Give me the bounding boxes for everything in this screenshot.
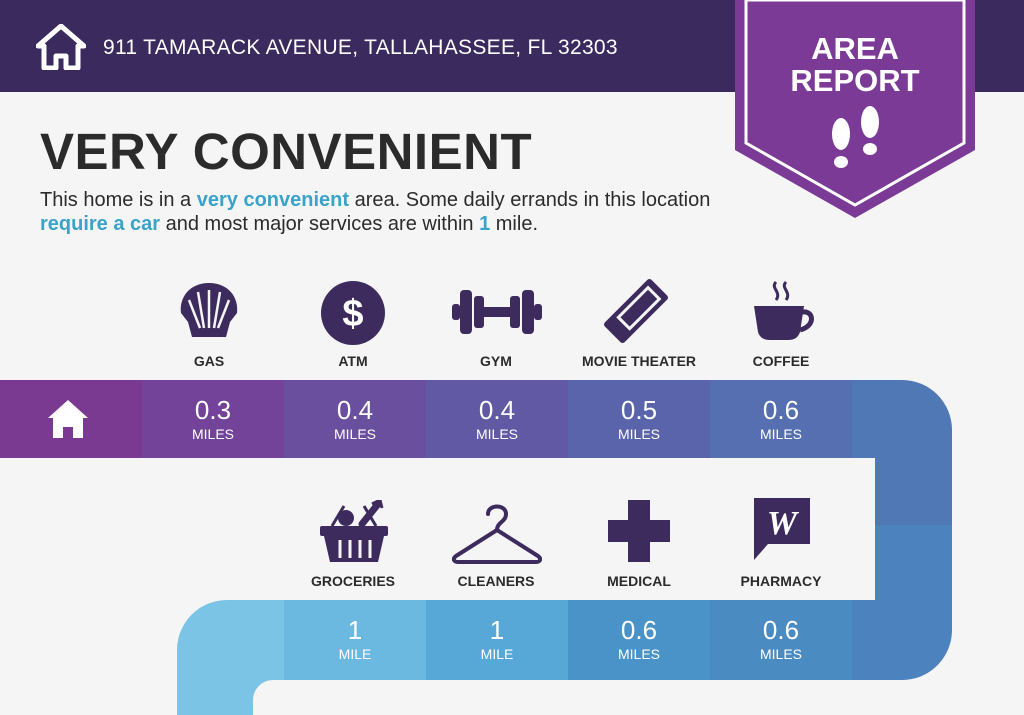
amenity-label-atm: ATM	[338, 353, 368, 369]
distance-unit: MILES	[617, 646, 660, 662]
summary-text-part: mile.	[490, 213, 539, 235]
home-icon	[36, 24, 86, 70]
distance-value: 0.3	[194, 395, 232, 425]
summary-text-part: and most major services are within	[160, 213, 480, 235]
distance-medical: 0.6 MILES	[568, 616, 710, 662]
route-curve	[177, 600, 284, 715]
route-segment	[284, 600, 426, 680]
route-segment	[710, 380, 852, 458]
route-segment	[142, 380, 284, 458]
atm-dollar-icon: $	[321, 281, 385, 345]
badge-line-1: AREA	[811, 31, 899, 66]
distance-value: 0.5	[620, 395, 658, 425]
footprints-icon	[832, 106, 879, 168]
amenity-label-groceries: GROCERIES	[310, 573, 395, 589]
route-segment	[426, 380, 568, 458]
amenity-label-gas: GAS	[193, 353, 225, 369]
distance-value: 1	[347, 615, 363, 645]
distance-unit: MILES	[191, 426, 234, 442]
coffee-cup-icon	[754, 280, 814, 340]
address: 911 TAMARACK AVENUE, TALLAHASSEE, FL 323…	[103, 36, 618, 59]
area-report-badge	[735, 0, 975, 218]
distance-value: 0.6	[620, 615, 658, 645]
amenity-label-cleaners: CLEANERS	[457, 573, 535, 589]
badge-line-2: REPORT	[790, 63, 920, 98]
svg-text:$: $	[342, 293, 363, 335]
highlight-convenience: very convenient	[196, 189, 350, 211]
route-segment	[710, 600, 852, 680]
distance-value: 1	[489, 615, 505, 645]
amenity-label-movie-theater: MOVIE THEATER	[581, 353, 697, 369]
distance-coffee: 0.6 MILES	[710, 396, 852, 442]
route-curve	[852, 525, 952, 680]
amenity-label-gym: GYM	[480, 353, 512, 369]
dumbbell-icon	[452, 290, 542, 334]
distance-movie-theater: 0.5 MILES	[568, 396, 710, 442]
route-segment	[568, 380, 710, 458]
route-segment	[426, 600, 568, 680]
home-icon	[48, 400, 88, 438]
summary-text-part: area. Some daily errands in this locatio…	[349, 189, 711, 211]
distance-unit: MILES	[475, 426, 518, 442]
distance-unit: MILES	[333, 426, 376, 442]
amenity-label-medical: MEDICAL	[607, 573, 671, 589]
headline: VERY CONVENIENT	[40, 123, 533, 180]
distance-value: 0.6	[762, 395, 800, 425]
distance-value: 0.4	[478, 395, 516, 425]
summary-text-part: This home is in a	[40, 189, 197, 211]
grocery-basket-icon	[320, 500, 388, 562]
route-segment	[568, 600, 710, 680]
distance-groceries: 1 MILE	[284, 616, 426, 662]
distance-unit: MILE	[480, 646, 514, 662]
distance-pharmacy: 0.6 MILES	[710, 616, 852, 662]
route-segment	[284, 380, 426, 458]
distance-value: 0.4	[336, 395, 374, 425]
distance-unit: MILE	[338, 646, 372, 662]
amenity-label-coffee: COFFEE	[752, 353, 810, 369]
distance-unit: MILES	[759, 426, 802, 442]
gas-shell-icon	[180, 283, 238, 337]
pharmacy-w-icon: W	[754, 498, 810, 560]
highlight-distance: 1	[479, 213, 491, 235]
distance-atm: 0.4 MILES	[284, 396, 426, 442]
svg-text:W: W	[767, 505, 800, 542]
distance-unit: MILES	[759, 646, 802, 662]
hanger-icon	[452, 504, 542, 564]
summary-text: This home is in a very convenient area. …	[40, 188, 740, 236]
distance-gas: 0.3 MILES	[142, 396, 284, 442]
ticket-icon	[604, 279, 668, 343]
distance-gym: 0.4 MILES	[426, 396, 568, 442]
distance-unit: MILES	[617, 426, 660, 442]
highlight-car: require a car	[40, 213, 161, 235]
distance-value: 0.6	[762, 615, 800, 645]
badge-title: AREA REPORT	[735, 33, 975, 97]
route-curve	[852, 380, 952, 525]
distance-cleaners: 1 MILE	[426, 616, 568, 662]
amenity-label-pharmacy: PHARMACY	[740, 573, 822, 589]
medical-cross-icon	[608, 500, 670, 562]
